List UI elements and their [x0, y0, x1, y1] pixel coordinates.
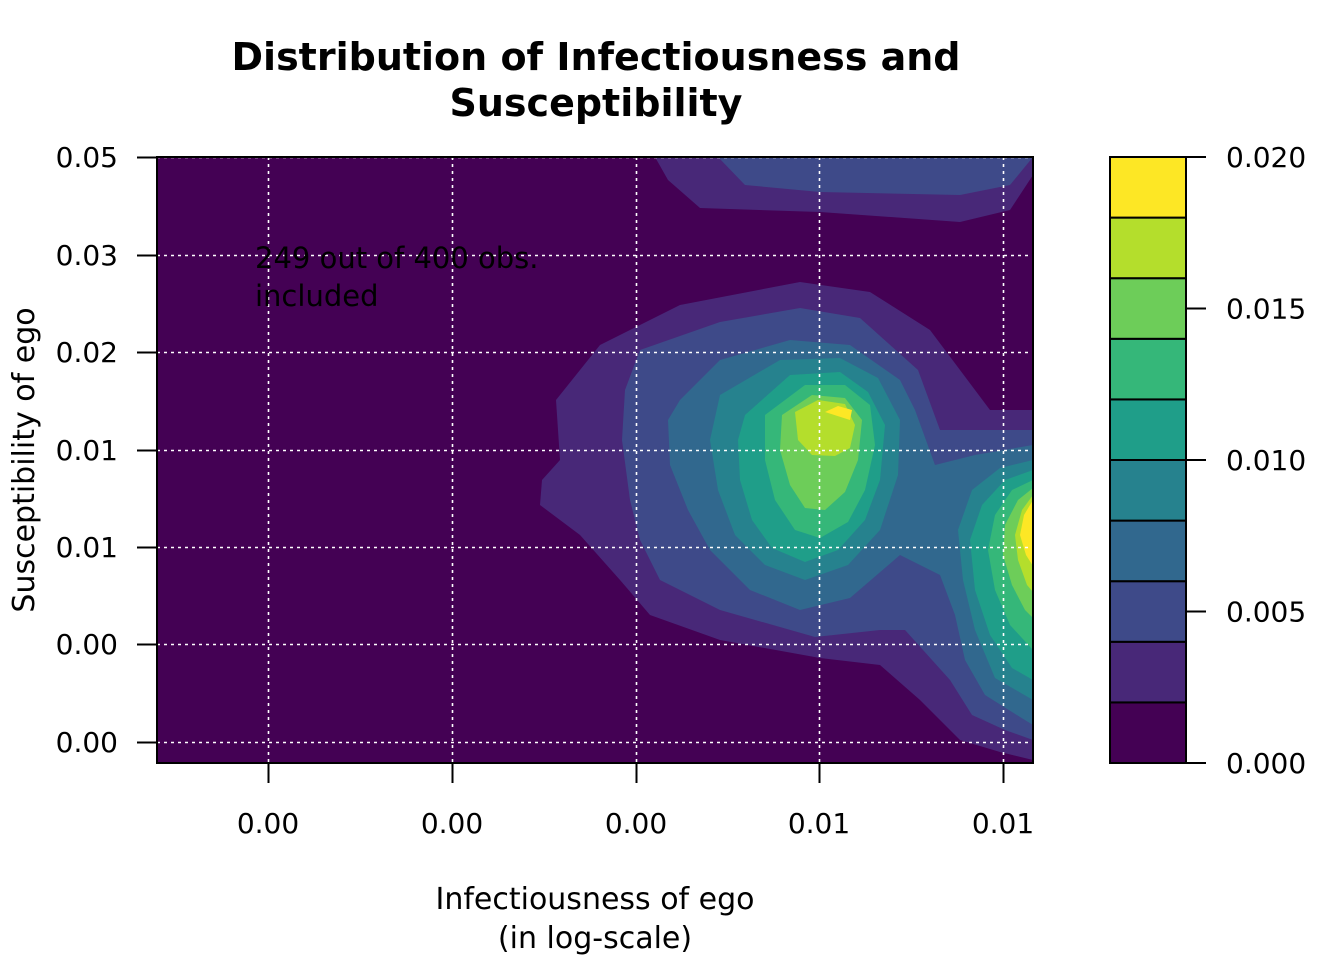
legend-swatch-9	[1109, 156, 1187, 219]
x-tick-label-5: 0.01	[972, 807, 1034, 840]
x-tick-label-4: 0.01	[788, 807, 850, 840]
legend-tick-label-5: 0.020	[1226, 141, 1306, 174]
plot-border	[156, 156, 1034, 764]
y-tick-label-3: 0.02	[56, 336, 118, 369]
legend-swatch-4	[1109, 459, 1187, 522]
legend-tick-label-4: 0.015	[1226, 293, 1306, 326]
legend-tick-label-2: 0.005	[1226, 596, 1306, 629]
x-axis-label-line-1: Infectiousness of ego	[435, 882, 754, 917]
y-axis-label: Susceptibility of ego	[7, 307, 42, 612]
x-axis	[267, 763, 1005, 783]
band-2-top	[718, 157, 1033, 195]
y-tick-label-4: 0.01	[56, 434, 118, 467]
legend-swatch-3	[1109, 519, 1187, 583]
y-tick-label-1: 0.05	[56, 141, 118, 174]
band-9-right	[1020, 500, 1033, 566]
band-9-center	[825, 406, 852, 420]
contour-plot	[157, 157, 1033, 763]
y-tick-label-5: 0.01	[56, 531, 118, 564]
y-tick-label-2: 0.03	[56, 239, 118, 272]
legend-tick-label-3: 0.010	[1226, 444, 1306, 477]
legend-swatch-5	[1109, 398, 1187, 461]
y-tick-label-7: 0.00	[56, 726, 118, 759]
chart-title-line-2: Susceptibility	[450, 81, 743, 125]
y-axis	[137, 156, 157, 744]
legend-swatch-6	[1109, 337, 1187, 401]
y-tick-label-6: 0.00	[56, 628, 118, 661]
color-legend	[1109, 156, 1187, 765]
chart-title-line-1: Distribution of Infectiousness and	[232, 35, 961, 79]
legend-swatch-8	[1109, 216, 1187, 280]
obs-annotation-line-2: included	[255, 279, 378, 313]
legend-swatch-7	[1109, 277, 1187, 340]
x-tick-label-3: 0.00	[605, 807, 667, 840]
legend-tick-label-1: 0.000	[1226, 747, 1306, 780]
x-tick-label-2: 0.00	[421, 807, 483, 840]
legend-axis: 0.000 0.005 0.010 0.015 0.020	[1186, 141, 1306, 780]
legend-swatch-2	[1109, 580, 1187, 643]
x-axis-label-line-2: (in log-scale)	[498, 921, 692, 956]
legend-swatch-1	[1109, 640, 1187, 704]
legend-swatch-0	[1109, 701, 1187, 765]
obs-annotation-line-1: 249 out of 400 obs.	[255, 241, 539, 275]
x-tick-label-1: 0.00	[237, 807, 299, 840]
